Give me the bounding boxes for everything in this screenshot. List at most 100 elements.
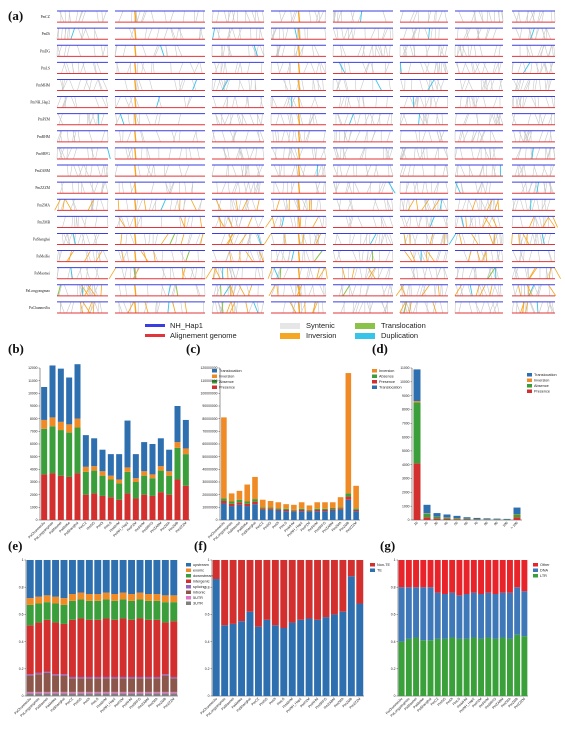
syntenic-link [231,267,236,279]
bar-segment-other [434,560,441,593]
bar-segment-translocation [443,514,451,518]
syntenic-link [259,28,263,40]
syntenic-link [150,182,155,194]
syntenic-link [366,164,372,177]
syntenic-link [423,267,428,279]
x-tick-label: 40 [443,521,449,527]
bar-segment-exonic [128,594,136,601]
syntenic-link [62,79,65,91]
bar-segment-other [449,560,456,593]
bar-segment-dna [456,595,463,639]
syntenic-link [102,45,106,57]
panel-labels: (a)(b) (c) (d)(e) (f) (g) [8,8,395,553]
inversion-link [64,199,72,211]
syntenic-link [125,199,129,211]
bar-segment-non-te [229,560,237,624]
syntenic-link [447,301,449,314]
syntenic-link [102,182,104,194]
syntenic-link [177,45,183,57]
bar-segment-ltr [441,638,448,696]
bar-segment-inversion [291,504,297,510]
bar-segment-upstream [153,560,161,594]
row-label-PmZABM: PmZABM [35,169,51,173]
syntenic-link [535,284,542,297]
syntenic-link [217,199,222,211]
duplication-link [536,182,539,194]
bar-segment-upstream [111,560,119,594]
syntenic-link [481,10,484,23]
bar-segment-inversion [413,401,421,403]
syntenic-link [422,113,425,125]
legend-swatch-intergenic [186,579,191,583]
syntenic-link [545,182,548,194]
syntenic-link [100,182,104,194]
inversion-link [432,301,437,314]
syntenic-link [271,96,278,108]
bar-segment-inversion [57,421,64,431]
syntenic-link [385,45,389,57]
syntenic-link [224,10,228,23]
syntenic-link [346,96,350,108]
syntenic-link [433,62,438,74]
x-tick-label: PmLS [452,696,462,706]
y-tick-label: 0.4 [205,640,210,644]
syntenic-link [131,147,134,160]
bar-segment-intronic [111,678,119,692]
syntenic-link [523,164,526,177]
inversion-link [542,216,550,228]
bar-segment-5utr [153,691,161,694]
legend-label-translocation: Translocation [379,386,402,390]
syntenic-link [365,284,370,296]
syntenic-link [317,301,320,314]
bar-segment-3utr [85,693,93,696]
bar-segment-ltr [478,638,485,696]
syntenic-link [250,182,255,194]
syntenic-link [526,130,530,142]
syntenic-link [231,164,237,177]
syntenic-link [101,130,106,142]
syntenic-link [474,96,480,108]
syntenic-link [76,45,81,57]
syntenic-link [337,113,342,125]
bar-segment-absence [275,508,282,510]
syntenic-link [492,28,497,40]
syntenic-link [497,250,501,262]
y-tick-label: 0.8 [391,585,396,589]
syntenic-link [177,113,181,125]
syntenic-link [182,199,186,211]
bar-segment-exonic [35,596,43,604]
syntenic-link [86,233,91,245]
syntenic-link [151,164,154,177]
y-tick-label: 2000 [402,491,410,495]
syntenic-link [548,284,550,296]
inversion-link [467,250,472,262]
syntenic-link [258,182,261,194]
bar-segment-intergenic [35,622,43,673]
duplication-link [281,216,285,228]
row-label-PmZZZM: PmZZZM [35,186,50,190]
syntenic-link [173,130,177,142]
bar-segment-intronic [144,678,152,692]
syntenic-link [530,301,536,314]
syntenic-link [260,96,263,108]
bar-segment-translocation [182,419,189,449]
syntenic-link [168,147,172,160]
syntenic-link [462,130,466,142]
legend-label-nh-hap1: NH_Hap1 [170,321,203,330]
legend-label-translocation: Translocation [534,373,557,377]
bar-segment-presence [82,494,89,520]
syntenic-link [332,10,336,23]
x-tick-label: PmDG [86,521,96,531]
syntenic-link [246,284,250,296]
syntenic-link [81,233,85,245]
inversion-link [199,216,203,228]
syntenic-link [337,10,342,23]
syntenic-link [441,284,443,296]
syntenic-link [256,28,258,40]
syntenic-link [468,216,474,228]
syntenic-link [221,79,226,91]
bar-segment-5utr [26,691,34,694]
syntenic-link [234,62,238,74]
syntenic-link [214,62,218,74]
bar-segment-translocation [91,438,98,467]
